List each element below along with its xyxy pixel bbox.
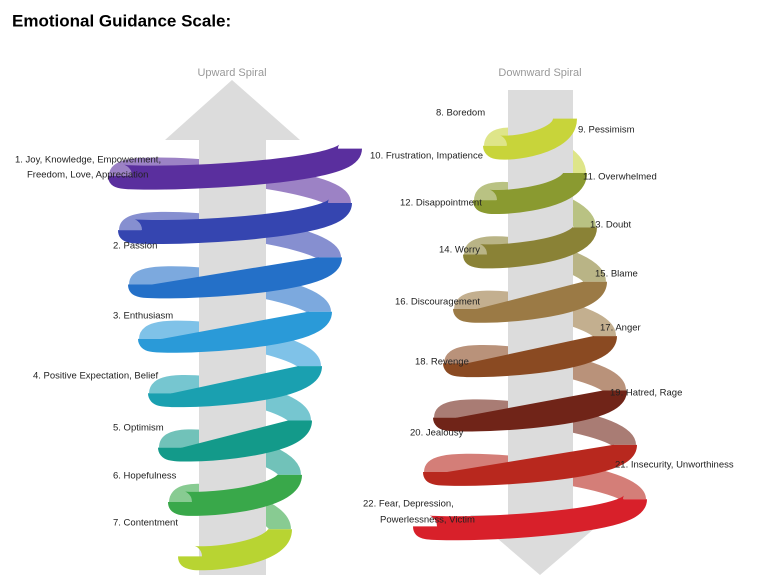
spiral-front (128, 252, 342, 299)
emotion-label: 13. Doubt (590, 220, 632, 231)
emotion-label: 10. Frustration, Impatience (370, 151, 483, 162)
emotion-label: 4. Positive Expectation, Belief (33, 371, 159, 382)
emotion-label: 18. Revenge (415, 357, 469, 368)
emotion-label: Powerlessness, Victim (380, 515, 475, 526)
spiral-front (168, 471, 302, 516)
spiral-front (413, 493, 647, 541)
emotion-label: 22. Fear, Depression, (363, 499, 454, 510)
emotion-label: 20. Jealousy (410, 428, 464, 439)
emotion-label: 7. Contentment (113, 518, 178, 529)
page-title: Emotional Guidance Scale: (12, 11, 231, 30)
emotion-label: 8. Boredom (436, 108, 485, 119)
emotion-label: 3. Enthusiasm (113, 311, 173, 322)
spiral-front (443, 331, 617, 378)
spiral-front (108, 143, 362, 190)
emotion-label: 14. Worry (439, 245, 480, 256)
spiral-front (433, 385, 627, 432)
spiral-front (453, 277, 607, 323)
upward-heading: Upward Spiral (197, 67, 266, 79)
spiral-front (423, 439, 637, 486)
emotion-label: 6. Hopefulness (113, 471, 177, 482)
spiral-front (178, 526, 292, 571)
spiral-front (473, 169, 587, 215)
emotion-label: 11. Overwhelmed (583, 172, 657, 183)
emotion-label: 16. Discouragement (395, 297, 480, 308)
emotion-label: 12. Disappointment (400, 198, 482, 209)
spiral-front (138, 307, 332, 353)
emotion-label: 9. Pessimism (578, 125, 635, 136)
spiral-front (483, 115, 577, 160)
down-arrow (470, 90, 610, 575)
spiral-front (158, 416, 312, 462)
emotion-label: 2. Passion (113, 241, 157, 252)
emotion-label: 5. Optimism (113, 423, 164, 434)
emotion-label: 15. Blame (595, 269, 638, 280)
spiral-front (148, 361, 322, 408)
downward-heading: Downward Spiral (498, 67, 581, 79)
emotion-label: 1. Joy, Knowledge, Empowerment, (15, 155, 161, 166)
emotion-label: 21. Insecurity, Unworthiness (615, 460, 734, 471)
emotion-label: Freedom, Love, Appreciation (27, 170, 148, 181)
spiral-front (463, 223, 597, 269)
emotion-label: 17. Anger (600, 323, 641, 334)
spiral-front (118, 197, 352, 245)
emotion-label: 19. Hatred, Rage (610, 388, 682, 399)
